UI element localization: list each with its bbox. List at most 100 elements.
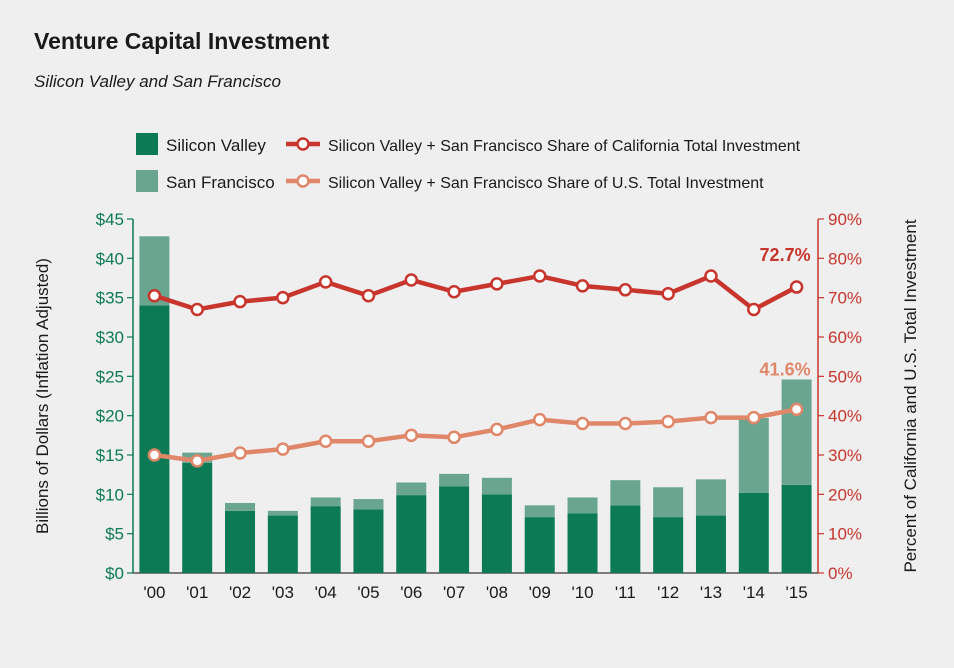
bar-san-francisco <box>439 473 470 487</box>
us-share-point <box>276 442 290 456</box>
bar-san-francisco <box>481 477 512 495</box>
us-share-point <box>618 416 633 431</box>
left-tick-label: $20 <box>96 407 124 426</box>
annotation-ca-share: 72.7% <box>760 245 811 265</box>
bar-san-francisco <box>353 499 384 510</box>
right-tick-label: 40% <box>828 407 862 426</box>
legend-marker-ca-share <box>296 137 310 151</box>
bar-san-francisco <box>695 479 726 516</box>
left-tick-label: $30 <box>96 328 124 347</box>
legend-swatch-silicon-valley <box>136 133 158 155</box>
legend-label-silicon-valley: Silicon Valley <box>166 136 266 155</box>
ca-share-point <box>147 288 162 303</box>
left-tick-label: $25 <box>96 367 124 386</box>
bar-silicon-valley <box>695 515 726 573</box>
x-tick-label: '00 <box>143 583 165 602</box>
ca-share-point <box>532 269 547 283</box>
us-share-point <box>490 422 504 437</box>
bar-san-francisco <box>310 497 341 507</box>
us-share-point <box>532 412 547 427</box>
bar-silicon-valley <box>310 506 341 573</box>
annotation-us-share: 41.6% <box>760 359 811 379</box>
us-share-point <box>404 428 419 443</box>
bar-san-francisco <box>738 418 769 493</box>
us-share-line <box>154 407 798 464</box>
us-share-point <box>789 402 804 417</box>
legend-swatch-san-francisco <box>136 170 158 192</box>
right-tick-label: 10% <box>828 525 862 544</box>
chart-title: Venture Capital Investment <box>34 28 330 54</box>
us-share-point <box>704 410 718 425</box>
ca-share-point <box>490 277 504 291</box>
x-tick-label: '06 <box>400 583 422 602</box>
right-tick-label: 80% <box>828 249 862 268</box>
bar-silicon-valley <box>738 492 769 573</box>
bar-silicon-valley <box>610 505 641 573</box>
us-share-point <box>661 414 675 429</box>
ca-share-point <box>233 294 247 309</box>
x-tick-label: '02 <box>229 583 251 602</box>
bar-silicon-valley <box>182 462 213 573</box>
right-axis-title: Percent of California and U.S. Total Inv… <box>901 219 920 572</box>
x-tick-label: '05 <box>357 583 379 602</box>
bar-silicon-valley <box>225 510 256 573</box>
ca-share-point <box>661 286 675 301</box>
bar-silicon-valley <box>781 484 812 573</box>
left-tick-label: $15 <box>96 446 124 465</box>
us-share-point <box>318 434 333 448</box>
bar-silicon-valley <box>396 495 427 573</box>
ca-share-point <box>361 288 376 303</box>
bar-silicon-valley <box>139 305 170 573</box>
x-tick-label: '13 <box>700 583 722 602</box>
left-tick-label: $45 <box>96 210 124 229</box>
left-tick-label: $40 <box>96 249 124 268</box>
ca-share-point <box>276 290 290 305</box>
x-tick-label: '12 <box>657 583 679 602</box>
ca-share-point <box>747 302 761 317</box>
left-tick-label: $5 <box>105 525 124 544</box>
legend-label-us-share: Silicon Valley + San Francisco Share of … <box>328 175 764 192</box>
bar-silicon-valley <box>267 515 298 573</box>
x-tick-label: '08 <box>486 583 508 602</box>
x-tick-label: '14 <box>743 583 765 602</box>
ca-share-point <box>704 269 718 283</box>
bar-silicon-valley <box>481 494 512 573</box>
us-share-point <box>447 430 461 445</box>
x-tick-label: '10 <box>571 583 593 602</box>
ca-share-point <box>404 273 419 287</box>
x-tick-label: '04 <box>315 583 337 602</box>
ca-share-point <box>575 279 590 293</box>
legend-label-ca-share: Silicon Valley + San Francisco Share of … <box>328 138 801 155</box>
x-tick-label: '11 <box>615 583 636 602</box>
bar-san-francisco <box>653 487 684 518</box>
us-share-point <box>575 416 590 431</box>
ca-share-point <box>190 302 204 317</box>
bar-silicon-valley <box>653 517 684 573</box>
ca-share-point <box>318 275 333 289</box>
bar-silicon-valley <box>353 509 384 573</box>
x-tick-label: '01 <box>186 583 208 602</box>
x-tick-label: '03 <box>272 583 294 602</box>
bar-san-francisco <box>567 497 598 514</box>
ca-share-line <box>153 273 798 312</box>
x-tick-label: '09 <box>529 583 551 602</box>
x-tick-label: '15 <box>786 583 808 602</box>
bar-silicon-valley <box>524 517 555 573</box>
bar-san-francisco <box>267 510 298 516</box>
bar-san-francisco <box>781 379 812 485</box>
left-tick-label: $0 <box>105 564 124 583</box>
right-tick-label: 30% <box>828 446 862 465</box>
ca-share-point <box>618 283 633 297</box>
right-tick-label: 50% <box>828 367 862 386</box>
bar-san-francisco <box>524 505 555 518</box>
ca-share-point <box>789 280 804 294</box>
us-share-point <box>361 434 376 448</box>
us-share-point <box>147 448 162 462</box>
ca-share-point <box>447 285 461 299</box>
right-tick-label: 70% <box>828 289 862 308</box>
right-tick-label: 20% <box>828 485 862 504</box>
right-tick-label: 60% <box>828 328 862 347</box>
x-tick-label: '07 <box>443 583 465 602</box>
right-tick-label: 0% <box>828 564 853 583</box>
